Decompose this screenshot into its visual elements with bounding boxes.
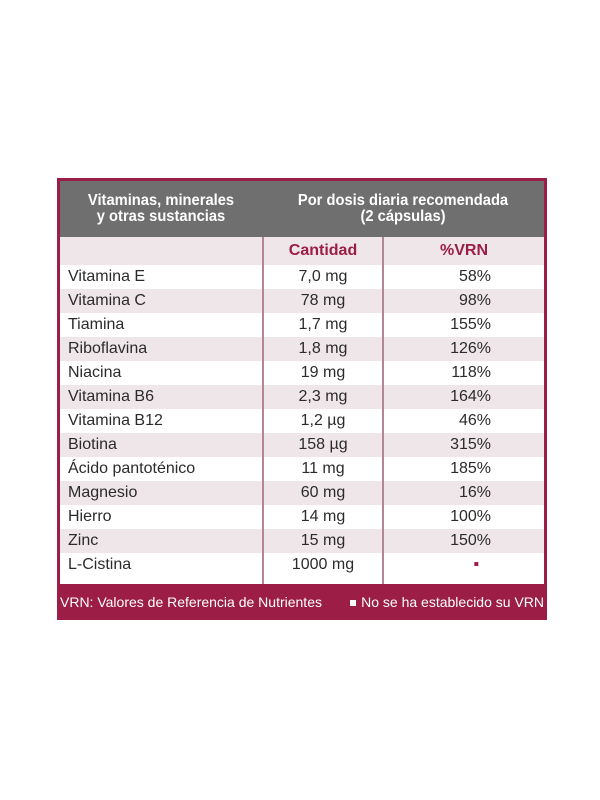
row-vrn-percent: ▪ [473,556,479,573]
row-substance-name: Tiamina [68,316,125,333]
column-divider [262,237,264,584]
row-vrn-percent: 155% [450,316,491,333]
row-substance-name: Magnesio [68,484,138,501]
row-quantity: 78 mg [300,292,346,309]
header-dose: Por dosis diaria recomendada (2 cápsulas… [273,181,532,237]
row-vrn-percent: 164% [450,388,491,405]
row-vrn-percent: 185% [450,460,491,477]
table-header: Vitaminas, minerales y otras sustancias … [60,181,544,237]
footer-note: No se ha establecido su VRN [350,587,544,617]
column-header-quantity: Cantidad [288,242,358,259]
row-quantity: 1,8 mg [298,340,348,357]
table-row: Vitamina B12 1,2 µg 46% [60,409,544,433]
row-substance-name: Zinc [68,532,99,549]
row-quantity: 14 mg [300,508,346,525]
row-quantity: 1000 mg [291,556,355,573]
table-row: Niacina 19 mg 118% [60,361,544,385]
row-substance-name: Vitamina C [68,292,146,309]
table-row: Vitamina B6 2,3 mg 164% [60,385,544,409]
row-substance-name: Hierro [68,508,112,525]
row-substance-name: Vitamina B12 [68,412,163,429]
column-header-vrn: %VRN [439,242,488,259]
table-footer: VRN: Valores de Referencia de Nutrientes… [60,587,544,617]
footer-vrn-definition: VRN: Valores de Referencia de Nutrientes [60,594,322,610]
header-substances-line1: Vitaminas, minerales [87,192,235,209]
column-header-row: Cantidad %VRN [60,237,544,265]
row-vrn-percent: 46% [458,412,491,429]
header-dose-line2: (2 cápsulas) [360,208,446,225]
row-quantity: 158 µg [298,436,348,453]
row-substance-name: Vitamina E [68,268,146,285]
footer-note-text: No se ha establecido su VRN [361,594,544,610]
table-row: Vitamina E 7,0 mg 58% [60,265,544,289]
table-row: Vitamina C 78 mg 98% [60,289,544,313]
table-row: Magnesio 60 mg 16% [60,481,544,505]
row-substance-name: Ácido pantoténico [68,460,196,477]
row-quantity: 1,2 µg [300,412,346,429]
row-substance-name: Vitamina B6 [68,388,154,405]
row-vrn-percent: 58% [458,268,491,285]
row-vrn-percent: 315% [450,436,491,453]
table-body: Cantidad %VRN Vitamina E 7,0 mg 58% Vitamin… [60,237,544,584]
header-dose-line1: Por dosis diaria recomendada [297,192,509,209]
row-quantity: 15 mg [300,532,346,549]
nutrition-table: Vitaminas, minerales y otras sustancias … [57,178,547,620]
table-row: Ácido pantoténico 11 mg 185% [60,457,544,481]
table-row: Zinc 15 mg 150% [60,529,544,553]
square-bullet-icon [350,600,357,607]
row-substance-name: L-Cistina [68,556,132,573]
row-quantity: 1,7 mg [298,316,348,333]
column-divider [382,237,384,584]
row-quantity: 19 mg [300,364,346,381]
row-vrn-percent: 100% [450,508,491,525]
table-row: Riboflavina 1,8 mg 126% [60,337,544,361]
header-substances: Vitaminas, minerales y otras sustancias [68,181,254,237]
row-vrn-percent: 126% [450,340,491,357]
row-quantity: 7,0 mg [298,268,348,285]
row-substance-name: Biotina [68,436,117,453]
table-row: L-Cistina 1000 mg ▪ [60,553,544,577]
row-quantity: 11 mg [301,460,345,477]
table-row: Hierro 14 mg 100% [60,505,544,529]
row-vrn-percent: 118% [451,364,491,381]
row-vrn-percent: 98% [458,292,491,309]
row-quantity: 2,3 mg [298,388,348,405]
table-row: Tiamina 1,7 mg 155% [60,313,544,337]
row-quantity: 60 mg [300,484,346,501]
row-substance-name: Riboflavina [68,340,148,357]
header-substances-line2: y otras sustancias [96,208,226,225]
row-substance-name: Niacina [68,364,122,381]
table-row: Biotina 158 µg 315% [60,433,544,457]
row-vrn-percent: 150% [450,532,491,549]
row-vrn-percent: 16% [458,484,491,501]
